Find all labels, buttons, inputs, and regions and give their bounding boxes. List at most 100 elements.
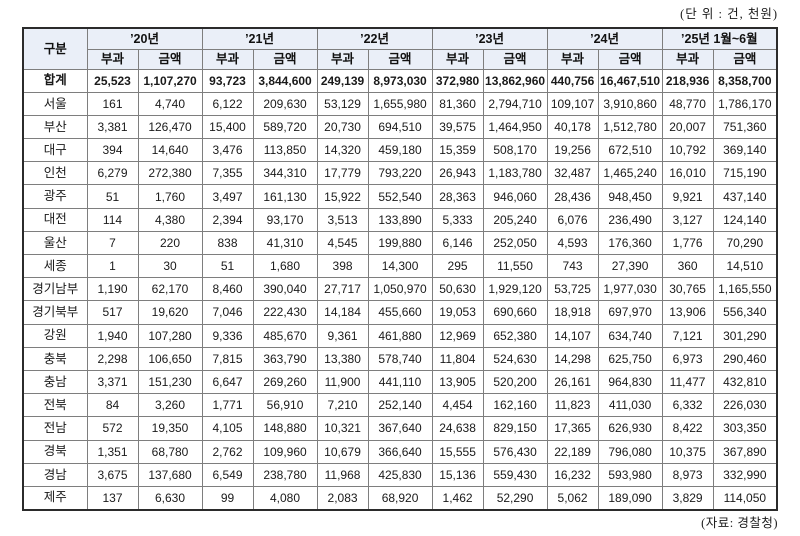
data-cell: 13,862,960 [482, 68, 548, 93]
data-cell: 7,046 [201, 300, 254, 325]
year-header-cell: ’23년 [431, 27, 548, 50]
data-cell: 13,906 [661, 300, 714, 325]
data-cell: 1 [86, 253, 139, 279]
data-cell: 14,640 [137, 138, 203, 163]
data-cell: 14,184 [316, 300, 369, 325]
data-cell: 372,980 [431, 68, 484, 93]
regional-yearly-stats-table: 구분 ’20년 ’21년 ’22년 ’23년 ’24년 ’25년 1월~6월 부과 금액 부과 금… [22, 27, 779, 511]
table-row: 강원 1,940 107,280 9,336 485,670 9,361 461,880 12… [22, 323, 778, 348]
data-cell: 199,880 [367, 230, 433, 256]
data-cell: 272,380 [137, 161, 203, 186]
data-cell: 6,279 [86, 161, 139, 186]
data-cell: 5,062 [546, 485, 599, 511]
data-cell: 432,810 [712, 369, 778, 395]
data-cell: 1,165,550 [712, 277, 778, 302]
table-row: 충북 2,298 106,650 7,815 363,790 13,380 578,740 1… [22, 346, 778, 371]
data-cell: 1,464,950 [482, 114, 548, 140]
data-cell: 9,921 [661, 184, 714, 209]
data-cell: 4,593 [546, 230, 599, 256]
data-cell: 10,375 [661, 439, 714, 464]
row-label-cell: 경기북부 [22, 300, 88, 325]
data-cell: 2,083 [316, 485, 369, 511]
data-cell: 948,450 [597, 184, 663, 209]
row-label-cell: 부산 [22, 114, 88, 140]
row-label-cell: 경남 [22, 462, 88, 487]
data-cell: 236,490 [597, 207, 663, 232]
row-label-cell: 제주 [22, 485, 88, 511]
data-cell: 751,360 [712, 114, 778, 140]
data-cell: 13,380 [316, 346, 369, 371]
data-cell: 6,146 [431, 230, 484, 256]
data-cell: 114,050 [712, 485, 778, 511]
data-cell: 124,140 [712, 207, 778, 232]
data-cell: 1,351 [86, 439, 139, 464]
data-cell: 3,910,860 [597, 91, 663, 116]
subheader-cell: 금액 [482, 48, 548, 70]
row-label-cell: 서울 [22, 91, 88, 116]
data-cell: 8,422 [661, 416, 714, 441]
data-cell: 1,940 [86, 323, 139, 348]
table-row: 인천 6,279 272,380 7,355 344,310 17,779 793,220 2… [22, 161, 778, 186]
subheader-cell: 부과 [316, 48, 369, 70]
data-cell: 176,360 [597, 230, 663, 256]
data-cell: 1,776 [661, 230, 714, 256]
table-row: 경기북부 517 19,620 7,046 222,430 14,184 455,660 19… [22, 300, 778, 325]
data-cell: 25,523 [86, 68, 139, 93]
data-cell: 1,786,170 [712, 91, 778, 116]
row-label-cell: 전북 [22, 393, 88, 418]
table-row: 대구 394 14,640 3,476 113,850 14,320 459,180 15,3… [22, 138, 778, 163]
data-cell: 694,510 [367, 114, 433, 140]
data-cell: 572 [86, 416, 139, 441]
stats-table-container: 구분 ’20년 ’21년 ’22년 ’23년 ’24년 ’25년 1월~6월 부과 금액 부과 금… [22, 27, 779, 511]
data-cell: 3,381 [86, 114, 139, 140]
data-cell: 51 [201, 253, 254, 279]
data-cell: 626,930 [597, 416, 663, 441]
data-cell: 32,487 [546, 161, 599, 186]
data-cell: 367,640 [367, 416, 433, 441]
data-cell: 151,230 [137, 369, 203, 395]
data-cell: 218,936 [661, 68, 714, 93]
data-cell: 22,189 [546, 439, 599, 464]
data-cell: 15,359 [431, 138, 484, 163]
data-cell: 18,918 [546, 300, 599, 325]
data-cell: 3,675 [86, 462, 139, 487]
data-cell: 252,050 [482, 230, 548, 256]
subheader-cell: 금액 [252, 48, 318, 70]
data-cell: 715,190 [712, 161, 778, 186]
table-row: 전북 84 3,260 1,771 56,910 7,210 252,140 4,454 162… [22, 393, 778, 418]
data-cell: 459,180 [367, 138, 433, 163]
row-label-cell: 인천 [22, 161, 88, 186]
data-cell: 367,890 [712, 439, 778, 464]
data-cell: 4,105 [201, 416, 254, 441]
data-cell: 50,630 [431, 277, 484, 302]
data-cell: 189,090 [597, 485, 663, 511]
data-cell: 1,462 [431, 485, 484, 511]
data-cell: 8,358,700 [712, 68, 778, 93]
year-header-cell: ’21년 [201, 27, 318, 50]
data-cell: 1,760 [137, 184, 203, 209]
data-cell: 425,830 [367, 462, 433, 487]
data-cell: 559,430 [482, 462, 548, 487]
data-cell: 1,512,780 [597, 114, 663, 140]
data-cell: 41,310 [252, 230, 318, 256]
row-label-cell: 충남 [22, 369, 88, 395]
row-label-cell: 전남 [22, 416, 88, 441]
data-cell: 440,756 [546, 68, 599, 93]
subheader-cell: 금액 [367, 48, 433, 70]
data-cell: 161 [86, 91, 139, 116]
table-row: 경북 1,351 68,780 2,762 109,960 10,679 366,640 15… [22, 439, 778, 464]
data-cell: 964,830 [597, 369, 663, 395]
year-header-cell: ’24년 [546, 27, 663, 50]
data-cell: 133,890 [367, 207, 433, 232]
data-cell: 52,290 [482, 485, 548, 511]
data-cell: 1,929,120 [482, 277, 548, 302]
data-cell: 14,510 [712, 253, 778, 279]
data-cell: 3,260 [137, 393, 203, 418]
data-cell: 3,829 [661, 485, 714, 511]
data-cell: 552,540 [367, 184, 433, 209]
data-cell: 7 [86, 230, 139, 256]
table-row: 광주 51 1,760 3,497 161,130 15,922 552,540 28,363… [22, 184, 778, 209]
data-cell: 51 [86, 184, 139, 209]
table-row: 경남 3,675 137,680 6,549 238,780 11,968 425,830 1… [22, 462, 778, 487]
data-cell: 109,107 [546, 91, 599, 116]
